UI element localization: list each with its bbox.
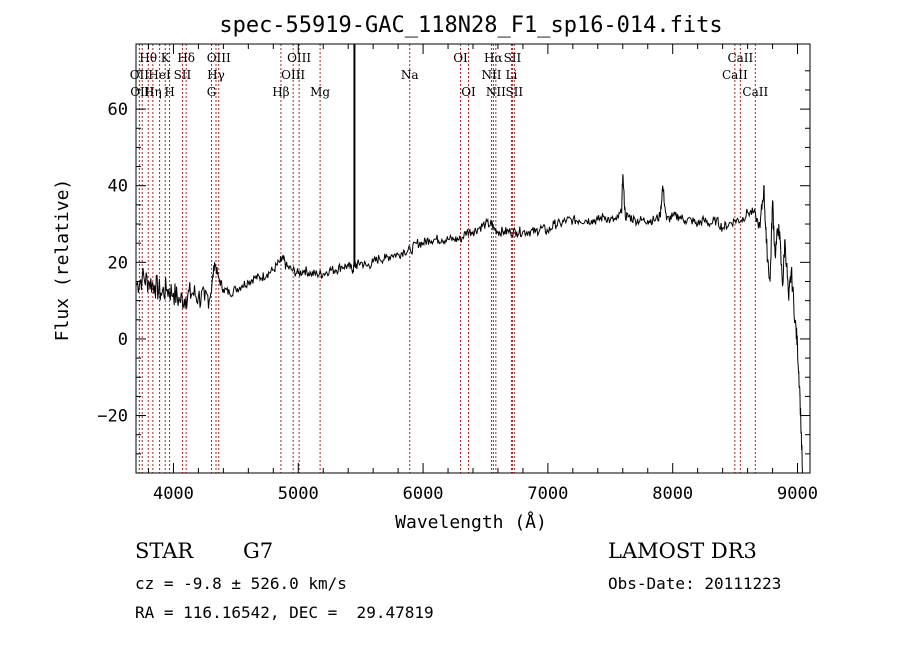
axes: 4000 5000 6000 7000 8000 9000 −20 0 20 40 60 xyxy=(97,44,818,504)
line-label: OIII xyxy=(207,51,231,65)
coordinates-text: RA = 116.16542, DEC = 29.47819 xyxy=(135,603,434,622)
y-axis-label: Flux (relative) xyxy=(52,179,73,342)
line-label: Hθ xyxy=(139,51,157,65)
redshift-text: cz = -9.8 ± 526.0 km/s xyxy=(135,574,347,593)
object-subclass: G7 xyxy=(243,539,274,563)
chart-title: spec-55919-GAC_118N28_F1_sp16-014.fits xyxy=(219,13,722,38)
line-label: NII xyxy=(486,85,506,99)
y-tick-label: 0 xyxy=(118,330,128,350)
x-tick-label: 6000 xyxy=(403,484,444,504)
line-label: SII xyxy=(174,68,192,82)
y-tick-label: 20 xyxy=(108,253,128,273)
survey-label: LAMOST DR3 xyxy=(608,539,757,563)
spectrum-line xyxy=(135,174,803,474)
line-label: K xyxy=(161,51,171,65)
x-axis-label: Wavelength (Å) xyxy=(395,511,547,533)
line-label: Hγ xyxy=(207,68,225,82)
line-label: CaII xyxy=(722,68,748,82)
line-label: OII xyxy=(130,68,150,82)
line-label: OIII xyxy=(281,68,305,82)
y-tick-label: 40 xyxy=(108,177,128,197)
line-label: OIII xyxy=(287,51,311,65)
object-type: STAR xyxy=(135,539,194,563)
line-label: Hβ xyxy=(272,85,289,99)
x-tick-label: 8000 xyxy=(652,484,693,504)
line-label: SII xyxy=(505,85,523,99)
x-tick-label: 4000 xyxy=(153,484,194,504)
x-tick-label: 7000 xyxy=(527,484,568,504)
x-tick-label: 9000 xyxy=(777,484,818,504)
line-label: H xyxy=(164,85,174,99)
x-tick-label: 5000 xyxy=(278,484,319,504)
spectrum-data xyxy=(135,44,803,474)
line-label: Na xyxy=(401,68,419,82)
y-tick-label: 60 xyxy=(108,100,128,120)
line-label: CaII xyxy=(742,85,768,99)
line-label: Hη xyxy=(144,85,162,99)
line-markers xyxy=(138,44,756,473)
line-label: HeI xyxy=(148,68,171,82)
line-label: OI xyxy=(461,85,476,99)
obs-date-text: Obs-Date: 20111223 xyxy=(608,574,782,593)
line-label: G xyxy=(207,85,217,99)
plot-frame xyxy=(135,43,811,474)
line-label: Hα xyxy=(484,51,503,65)
line-label: Li xyxy=(506,68,518,82)
line-label: CaII xyxy=(727,51,753,65)
line-label: NII xyxy=(481,68,501,82)
line-label: SII xyxy=(504,51,522,65)
line-label: OI xyxy=(453,51,468,65)
y-tick-label: −20 xyxy=(97,407,128,427)
line-label: Hδ xyxy=(177,51,195,65)
line-label: Mg xyxy=(310,85,330,99)
